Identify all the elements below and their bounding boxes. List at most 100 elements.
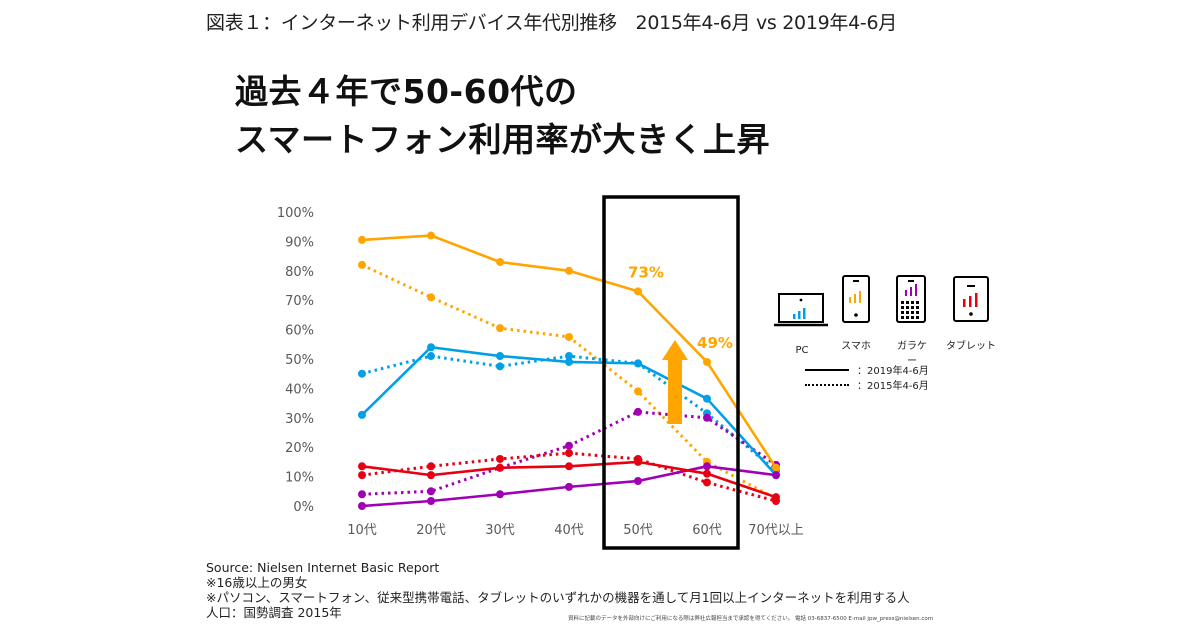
data-point bbox=[427, 471, 435, 480]
y-tick-label: 90% bbox=[285, 235, 314, 250]
data-point bbox=[358, 490, 366, 499]
footnote-definition: ※パソコン、スマートフォン、従来型携帯電話、タブレットのいずれかの機器を通して月… bbox=[206, 590, 910, 605]
x-tick-label: 20代 bbox=[416, 523, 446, 538]
headline-line-2: スマートフォン利用率が大きく上昇 bbox=[235, 120, 771, 159]
data-point bbox=[427, 343, 435, 352]
source-note: Source: Nielsen Internet Basic Report bbox=[206, 560, 440, 575]
data-point bbox=[565, 482, 573, 491]
data-point bbox=[358, 410, 366, 419]
solid-line-sample bbox=[805, 368, 849, 371]
y-tick-label: 60% bbox=[285, 324, 314, 339]
data-point bbox=[634, 359, 642, 368]
y-tick-label: 30% bbox=[285, 412, 314, 427]
data-point bbox=[703, 394, 711, 403]
tablet-icon bbox=[953, 276, 989, 322]
y-tick-label: 20% bbox=[285, 441, 314, 456]
series-pc-2019 bbox=[358, 343, 780, 480]
y-tick-label: 80% bbox=[285, 265, 314, 280]
legend-label-tablet: タブレット bbox=[946, 341, 996, 352]
figure-title: 図表１：インターネット利用デバイス年代別推移 2015年4-6月 vs 2019… bbox=[206, 12, 897, 34]
data-point bbox=[496, 463, 504, 472]
y-tick-label: 100% bbox=[277, 206, 314, 221]
data-point bbox=[427, 352, 435, 361]
y-tick-label: 0% bbox=[293, 500, 314, 515]
data-point bbox=[427, 293, 435, 302]
x-tick-label: 30代 bbox=[485, 523, 515, 538]
data-point bbox=[772, 463, 780, 472]
data-point bbox=[634, 477, 642, 486]
data-point bbox=[772, 493, 780, 502]
series-feature_phone-2019 bbox=[358, 462, 780, 510]
series-smartphone-2019 bbox=[358, 231, 780, 472]
x-tick-label: 50代 bbox=[623, 523, 653, 538]
up-arrow bbox=[662, 340, 688, 424]
data-point bbox=[703, 462, 711, 471]
x-tick-label: 10代 bbox=[347, 523, 377, 538]
data-point bbox=[496, 362, 504, 371]
x-tick-label: 40代 bbox=[554, 523, 584, 538]
legend-item-smartphone: スマホ bbox=[840, 274, 872, 352]
x-tick-label: 70代以上 bbox=[748, 523, 804, 538]
laptop-icon bbox=[774, 293, 828, 327]
data-point bbox=[634, 457, 642, 466]
data-point bbox=[565, 352, 573, 361]
device-legend: PC スマホ ガラケー bbox=[770, 270, 1010, 400]
data-point bbox=[358, 369, 366, 378]
data-point bbox=[358, 502, 366, 510]
data-point bbox=[427, 462, 435, 471]
data-point bbox=[427, 497, 435, 506]
highlight-box bbox=[602, 195, 740, 550]
legend-period-2015-label: ：2015年4-6月 bbox=[857, 381, 929, 392]
data-point bbox=[496, 257, 504, 266]
data-point bbox=[427, 231, 435, 240]
legend-period-2019-label: ：2019年4-6月 bbox=[857, 366, 929, 377]
legend-period-2019: ：2019年4-6月 bbox=[805, 362, 929, 377]
data-point bbox=[496, 324, 504, 333]
y-tick-label: 10% bbox=[285, 471, 314, 486]
x-tick-label: 60代 bbox=[692, 523, 722, 538]
data-point bbox=[358, 462, 366, 471]
data-point bbox=[496, 490, 504, 499]
y-tick-label: 50% bbox=[285, 353, 314, 368]
data-point bbox=[358, 471, 366, 480]
series-tablet-2019 bbox=[358, 457, 780, 502]
legend-period-2015: ：2015年4-6月 bbox=[805, 377, 929, 392]
data-point bbox=[496, 352, 504, 361]
chart-series bbox=[358, 231, 780, 510]
data-point bbox=[496, 454, 504, 463]
legend-label-pc: PC bbox=[795, 345, 809, 356]
data-point bbox=[565, 462, 573, 471]
legend-label-smartphone: スマホ bbox=[841, 341, 871, 352]
data-point bbox=[565, 357, 573, 366]
period-legend: ：2019年4-6月 ：2015年4-6月 bbox=[805, 362, 929, 392]
y-tick-label: 40% bbox=[285, 382, 314, 397]
data-point bbox=[634, 407, 642, 416]
footer-notes: Source: Nielsen Internet Basic Report ※1… bbox=[206, 560, 910, 620]
value-callout: 49% bbox=[697, 334, 733, 352]
legend-item-tablet: タブレット bbox=[946, 274, 996, 352]
data-point bbox=[634, 287, 642, 296]
data-point bbox=[565, 441, 573, 450]
value-callout: 73% bbox=[628, 263, 664, 281]
legend-item-feature-phone: ガラケー bbox=[894, 274, 930, 367]
feature-phone-icon bbox=[896, 275, 926, 323]
legend-label-feature-phone: ガラケー bbox=[897, 341, 927, 367]
annotations: 73% 49% bbox=[628, 263, 733, 352]
data-point bbox=[703, 478, 711, 487]
data-point bbox=[565, 266, 573, 275]
data-point bbox=[565, 449, 573, 458]
headline: 過去４年で50-60代の スマートフォン利用率が大きく上昇 bbox=[235, 68, 770, 164]
dotted-line-sample bbox=[805, 383, 849, 386]
headline-line-1: 過去４年で50-60代の bbox=[235, 72, 578, 111]
data-point bbox=[358, 260, 366, 269]
footnote-age: ※16歳以上の男女 bbox=[206, 575, 308, 590]
y-tick-label: 70% bbox=[285, 294, 314, 309]
x-axis-ticks: 10代 20代 30代 40代 50代 60代 70代以上 bbox=[347, 523, 804, 538]
smartphone-icon bbox=[842, 275, 870, 323]
data-point bbox=[772, 471, 780, 480]
legend-item-pc: PC bbox=[774, 292, 830, 356]
data-point bbox=[703, 413, 711, 422]
footnote-population: 人口：国勢調査 2015年 bbox=[206, 605, 342, 620]
data-point bbox=[634, 387, 642, 396]
